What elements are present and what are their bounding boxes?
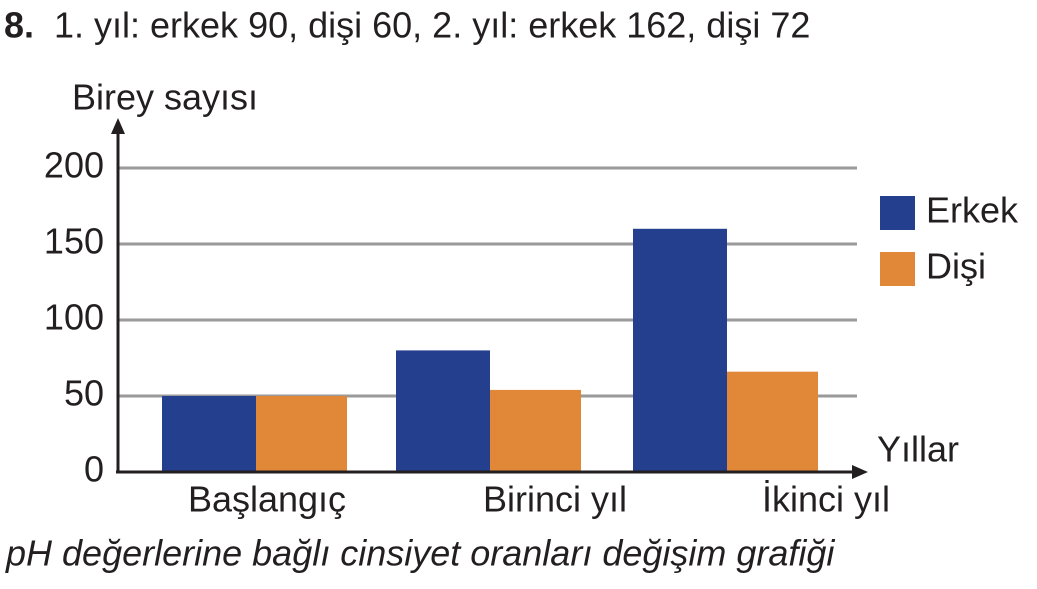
question-number: 8.	[4, 5, 34, 46]
bar	[727, 371, 818, 472]
y-tick-label: 200	[44, 145, 104, 186]
bar	[396, 350, 490, 472]
y-tick-label: 150	[44, 221, 104, 262]
bar	[490, 389, 581, 472]
y-axis-label: Birey sayısı	[72, 77, 258, 118]
x-tick-label: Birinci yıl	[483, 479, 627, 520]
y-axis-arrow	[111, 118, 125, 134]
legend-swatch	[880, 252, 915, 286]
y-tick-label: 100	[44, 297, 104, 338]
x-axis-label: Yıllar	[877, 429, 959, 470]
legend-label: Dişi	[926, 246, 986, 287]
question-text: 1. yıl: erkek 90, dişi 60, 2. yıl: erkek…	[54, 5, 810, 46]
y-tick-label: 50	[64, 373, 104, 414]
bar	[633, 228, 727, 472]
bar	[162, 396, 256, 472]
legend-swatch	[880, 196, 915, 230]
x-tick-label: Başlangıç	[188, 479, 346, 520]
y-tick-label: 0	[84, 449, 104, 490]
bar	[256, 396, 347, 472]
x-axis-arrow	[852, 465, 868, 479]
legend-label: Erkek	[926, 190, 1019, 231]
caption: pH değerlerine bağlı cinsiyet oranları d…	[5, 533, 835, 574]
x-tick-label: İkinci yıl	[762, 479, 890, 520]
